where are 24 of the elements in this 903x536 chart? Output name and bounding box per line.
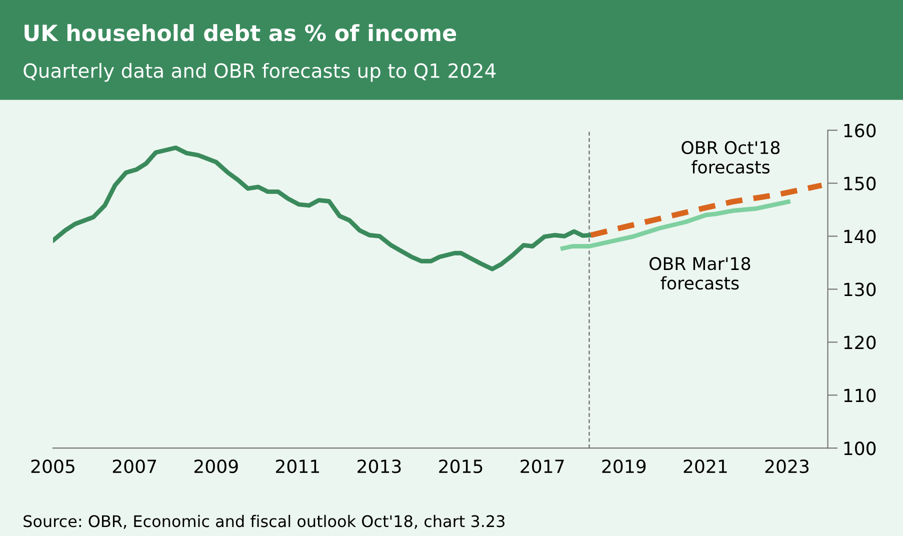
line-series [560,200,790,251]
chart-subtitle: Quarterly data and OBR forecasts up to Q1 2024 [24,62,496,82]
x-tick-label: 2013 [358,460,401,474]
x-tick-label: 2015 [439,460,482,474]
y-tick-label: 150 [844,176,876,190]
y-tick-label: 110 [844,388,876,402]
x-tick-label: 2019 [602,460,646,474]
x-tick-label: 2017 [520,460,564,474]
x-tick-label: 2021 [684,460,727,474]
series-label: OBR Oct'18 forecasts [682,141,780,174]
x-tick-label: 2011 [276,460,319,474]
y-tick-label: 100 [844,442,876,456]
series-label: OBR Mar'18 forecasts [650,257,750,290]
x-tick-label: 2009 [194,460,238,474]
y-tick-label: 130 [844,282,876,296]
source-note: Source: OBR, Economic and fiscal outlook Oct'18, chart 3.23 [24,514,504,529]
chart-title: UK household debt as % of income [24,24,456,42]
y-tick-label: 160 [844,124,876,138]
x-tick-label: 2007 [112,460,156,474]
y-tick-label: 140 [844,230,876,244]
y-tick-label: 120 [844,336,876,350]
x-tick-label: 2023 [765,460,809,474]
line-series [53,146,592,272]
x-tick-label: 2005 [31,460,74,474]
